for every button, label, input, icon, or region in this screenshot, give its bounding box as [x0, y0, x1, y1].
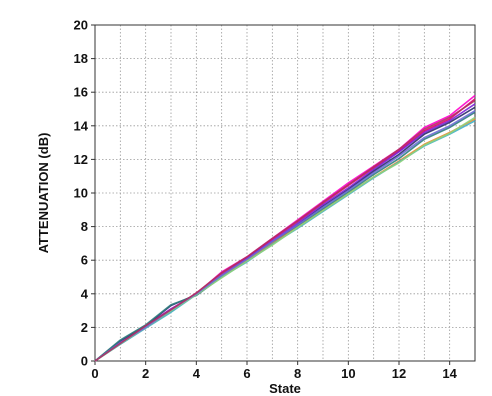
y-tick-label: 10 [74, 186, 88, 201]
plot-frame [91, 24, 476, 365]
series-line-10 [94, 99, 476, 362]
y-tick-label: 4 [81, 286, 89, 301]
x-tick-label: 6 [243, 366, 250, 381]
x-tick-label: 10 [341, 366, 355, 381]
y-tick-label: 14 [74, 118, 89, 133]
y-tick-label: 20 [74, 18, 88, 33]
y-tick-label: 6 [81, 253, 88, 268]
x-tick-label: 12 [392, 366, 406, 381]
x-tick-label: 2 [142, 366, 149, 381]
grid [95, 25, 475, 361]
x-tick-labels: 0 2 4 6 8 10 12 14 [91, 366, 457, 381]
y-tick-label: 2 [81, 320, 88, 335]
x-axis-title: State [269, 381, 301, 396]
series-lines [94, 94, 476, 362]
y-tick-label: 0 [81, 354, 88, 369]
x-tick-label: 8 [294, 366, 301, 381]
y-tick-label: 16 [74, 85, 88, 100]
y-axis-title: ATTENUATION (dB) [36, 133, 51, 254]
y-tick-label: 12 [74, 152, 88, 167]
y-tick-label: 18 [74, 51, 88, 66]
y-tick-labels: 0 2 4 6 8 10 12 14 16 18 20 [74, 18, 89, 369]
x-tick-label: 14 [442, 366, 457, 381]
x-tick-label: 0 [91, 366, 98, 381]
y-tick-label: 8 [81, 219, 88, 234]
x-tick-label: 4 [193, 366, 201, 381]
